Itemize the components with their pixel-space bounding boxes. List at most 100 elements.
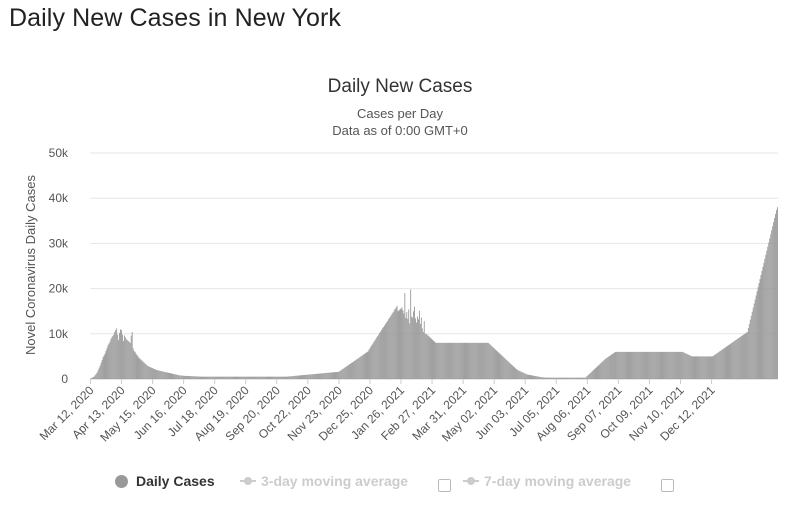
bar: [224, 376, 226, 379]
bar: [122, 341, 124, 379]
bar: [609, 355, 611, 379]
bar: [657, 351, 659, 379]
bar: [481, 342, 482, 379]
bar: [488, 343, 490, 379]
bar: [629, 351, 631, 379]
bar: [766, 250, 768, 379]
bar: [589, 373, 591, 379]
bar: [593, 369, 595, 379]
bar: [510, 363, 512, 379]
bar: [280, 376, 282, 379]
bar: [317, 373, 318, 379]
bar: [213, 376, 215, 379]
bar: [563, 377, 565, 379]
bar: [548, 377, 550, 379]
bar: [547, 377, 548, 379]
bar: [532, 375, 534, 379]
bar: [489, 344, 491, 379]
bar: [430, 338, 432, 379]
bar: [367, 351, 369, 379]
bar: [391, 313, 393, 379]
bar: [283, 376, 284, 379]
bar: [179, 375, 181, 379]
bar: [232, 376, 234, 379]
bar: [603, 360, 605, 379]
bar: [651, 351, 653, 379]
bar: [215, 376, 217, 379]
bar: [740, 336, 742, 379]
bar: [200, 376, 202, 379]
bar: [514, 367, 515, 379]
bar: [316, 373, 317, 379]
bar: [246, 376, 248, 379]
legend-item-7-day-moving-average[interactable]: 7-day moving average: [463, 473, 631, 489]
bar: [207, 376, 209, 379]
checkbox-3-day-moving-average[interactable]: [438, 479, 451, 492]
bar: [512, 365, 514, 379]
bar: [523, 373, 525, 379]
bar: [456, 342, 458, 379]
bar: [689, 355, 691, 379]
bar: [92, 376, 94, 379]
bar: [281, 376, 283, 379]
bar: [183, 375, 185, 379]
bar: [505, 359, 507, 379]
bar: [718, 351, 720, 379]
y-tick-label: 40k: [49, 191, 69, 205]
bar: [365, 352, 367, 379]
bar: [539, 376, 541, 379]
bar: [638, 351, 640, 379]
legend-line-marker-icon: [463, 477, 479, 485]
bar: [286, 376, 288, 379]
bar: [712, 355, 714, 379]
bar: [458, 342, 460, 379]
bar: [597, 365, 599, 379]
checkbox-7-day-moving-average[interactable]: [661, 479, 674, 492]
bar: [596, 366, 598, 379]
bar: [673, 351, 675, 379]
bar: [332, 372, 334, 379]
bar: [194, 376, 196, 379]
bar: [348, 364, 350, 379]
bar: [350, 363, 351, 379]
chart-legend: Daily Cases 3-day moving average 7-day m…: [0, 473, 800, 495]
bar: [113, 334, 115, 379]
bar: [91, 377, 93, 379]
bar: [594, 368, 596, 379]
bar: [490, 345, 492, 379]
bar: [361, 355, 363, 379]
bar: [143, 362, 145, 379]
legend-item-daily-cases[interactable]: Daily Cases: [115, 473, 215, 489]
bar: [569, 377, 571, 379]
bar: [728, 344, 730, 379]
bar: [206, 376, 208, 379]
bar: [725, 346, 727, 379]
bar: [96, 372, 98, 379]
bar: [410, 289, 412, 379]
bar: [584, 377, 586, 379]
bar: [314, 374, 316, 379]
bar: [139, 358, 141, 379]
bar: [277, 376, 279, 379]
bar: [419, 323, 421, 379]
bar: [407, 318, 409, 379]
bar: [252, 376, 253, 379]
bar: [374, 340, 376, 379]
bar: [623, 351, 625, 379]
bar: [273, 376, 275, 379]
bar: [682, 352, 684, 379]
legend-item-3-day-moving-average[interactable]: 3-day moving average: [240, 473, 408, 489]
bar: [306, 374, 308, 379]
bar: [433, 341, 435, 379]
bar: [632, 351, 634, 379]
bar: [695, 356, 697, 379]
bar: [737, 338, 739, 379]
bar: [413, 311, 415, 379]
bar: [738, 338, 740, 379]
legend-label: 7-day moving average: [484, 473, 632, 489]
bar: [221, 376, 222, 379]
bar: [572, 377, 574, 379]
bar: [344, 367, 346, 379]
bar: [482, 342, 483, 379]
chart-title: Daily New Cases: [327, 76, 473, 97]
